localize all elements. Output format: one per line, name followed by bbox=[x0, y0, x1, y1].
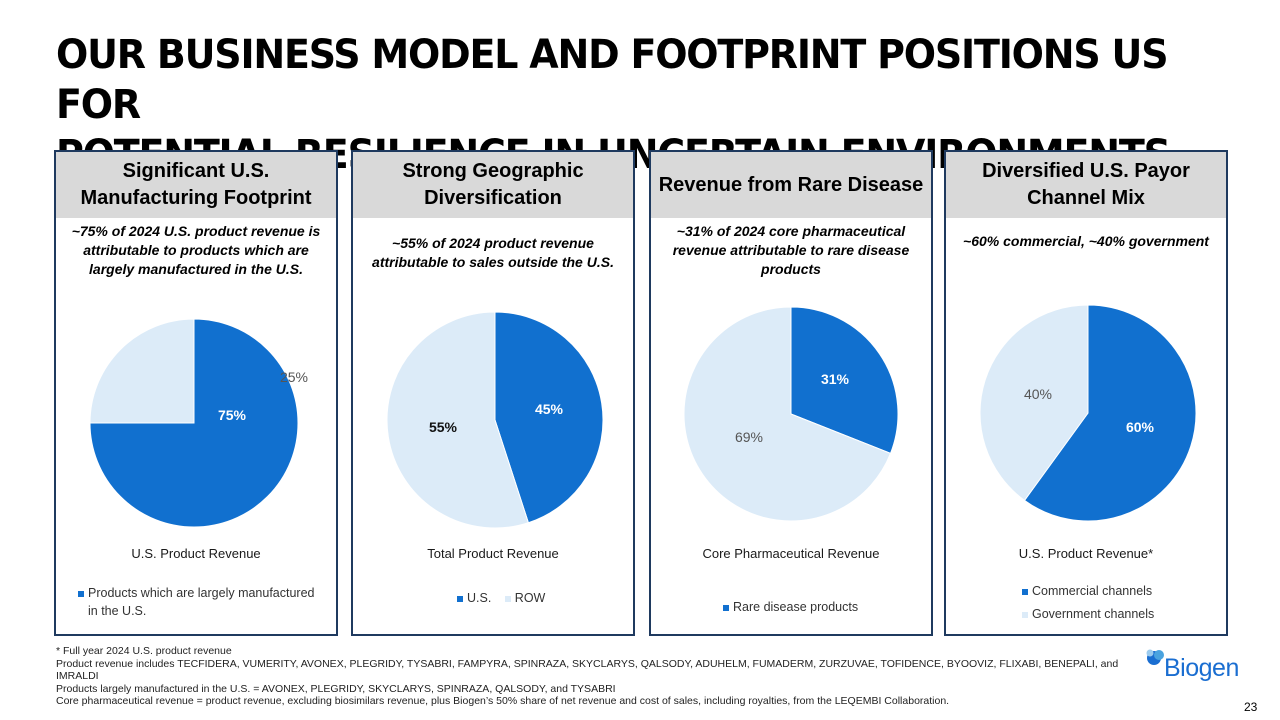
legend-swatch bbox=[78, 590, 84, 597]
data-label: 25% bbox=[280, 369, 308, 385]
legend-label: Rare disease products bbox=[733, 600, 859, 614]
legend-swatch bbox=[1022, 588, 1028, 595]
legend-label: Commercial channels bbox=[1032, 584, 1153, 598]
pie-slice-rare-disease-products bbox=[790, 306, 899, 455]
legend-label: Products which are largely manufactured … bbox=[88, 586, 315, 618]
legend-swatch bbox=[504, 595, 511, 602]
footnotes: * Full year 2024 U.S. product revenue Pr… bbox=[56, 645, 1146, 708]
legend-item: Rare disease products bbox=[723, 600, 858, 614]
panel-manufacturing: Significant U.S. Manufacturing Footprint… bbox=[54, 150, 338, 636]
data-label: 60% bbox=[1126, 419, 1155, 435]
legend: U.S. ROW bbox=[457, 589, 545, 607]
footnote: * Full year 2024 U.S. product revenue bbox=[56, 645, 232, 657]
legend: Products which are largely manufactured … bbox=[78, 584, 318, 620]
legend-swatch bbox=[723, 604, 729, 611]
legend: Rare disease products bbox=[723, 598, 858, 616]
biogen-logo-text: Biogen bbox=[1164, 654, 1239, 682]
chart-title: Core Pharmaceutical Revenue bbox=[702, 546, 880, 561]
panel-header: Revenue from Rare Disease bbox=[651, 152, 931, 218]
pie-chart-core-pharma-revenue: 31% 69% bbox=[683, 306, 899, 522]
legend-item: U.S. bbox=[457, 591, 491, 605]
pie-slice-row bbox=[386, 311, 530, 529]
legend-label: U.S. bbox=[467, 591, 492, 605]
chart-title: U.S. Product Revenue* bbox=[1018, 546, 1154, 561]
pie-slice-other bbox=[89, 318, 195, 424]
legend-item: Commercial channels bbox=[1022, 582, 1154, 600]
pie-chart-us-product-revenue: 75% 25% bbox=[89, 318, 308, 528]
panel-geographic: Strong Geographic Diversification ~55% o… bbox=[351, 150, 635, 636]
pie-chart-total-product-revenue: 45% 55% bbox=[386, 311, 604, 529]
data-label: 55% bbox=[429, 419, 458, 435]
page-number: 23 bbox=[1244, 700, 1258, 714]
panel-subtitle: ~55% of 2024 product revenue attributabl… bbox=[372, 235, 614, 270]
legend-swatch bbox=[1022, 611, 1028, 618]
panel-header: Diversified U.S. Payor Channel Mix bbox=[946, 152, 1226, 218]
pie-slice-u-s bbox=[494, 311, 604, 524]
legend-swatch bbox=[457, 595, 463, 602]
pie-slice-government-channels bbox=[979, 304, 1089, 502]
legend-item: ROW bbox=[504, 591, 546, 605]
pie-slice-products-which-are-largely-manufactured-in-the-u-s bbox=[89, 318, 299, 528]
footnote: Core pharmaceutical revenue = product re… bbox=[56, 695, 950, 708]
panel-subtitle: ~60% commercial, ~40% government bbox=[963, 233, 1209, 249]
panel-subtitle: ~75% of 2024 U.S. product revenue is att… bbox=[71, 223, 321, 277]
title-line-1: OUR BUSINESS MODEL AND FOOTPRINT POSITIO… bbox=[56, 31, 1169, 128]
panel-rare-disease: Revenue from Rare Disease ~31% of 2024 c… bbox=[649, 150, 933, 636]
data-label: 31% bbox=[821, 371, 850, 387]
pie-chart-payor-channel: 60% 40% bbox=[979, 304, 1197, 522]
data-label: 75% bbox=[218, 407, 247, 423]
legend: Commercial channels Government channels bbox=[1022, 582, 1154, 623]
pie-slice-commercial-channels bbox=[1023, 304, 1197, 522]
panel-header: Strong Geographic Diversification bbox=[353, 152, 633, 218]
pie-slice-other bbox=[683, 306, 892, 522]
footnote: Products largely manufactured in the U.S… bbox=[56, 682, 616, 695]
panel-subtitle: ~31% of 2024 core pharmaceutical revenue… bbox=[672, 223, 910, 277]
legend-label: ROW bbox=[514, 591, 546, 605]
legend-label: Government channels bbox=[1032, 607, 1155, 621]
data-label: 45% bbox=[535, 401, 564, 417]
data-label: 69% bbox=[735, 429, 763, 445]
chart-title: Total Product Revenue bbox=[427, 546, 559, 561]
legend-item: Products which are largely manufactured … bbox=[78, 584, 318, 620]
biogen-logo-mark bbox=[1146, 649, 1164, 665]
footnote: Product revenue includes TECFIDERA, VUME… bbox=[56, 657, 1119, 683]
panel-payor-mix: Diversified U.S. Payor Channel Mix ~60% … bbox=[944, 150, 1228, 636]
legend-item: Government channels bbox=[1022, 605, 1154, 623]
chart-title: U.S. Product Revenue bbox=[131, 546, 261, 561]
data-label: 40% bbox=[1024, 386, 1052, 402]
panel-header: Significant U.S. Manufacturing Footprint bbox=[56, 152, 336, 218]
